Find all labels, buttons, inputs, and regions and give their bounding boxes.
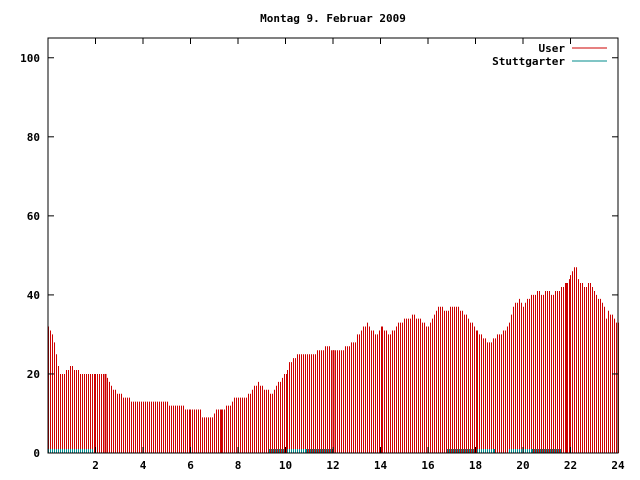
y-tick-label: 80 <box>27 131 40 144</box>
x-tick-label: 18 <box>469 459 482 472</box>
y-tick-label: 40 <box>27 289 40 302</box>
y-tick-label: 100 <box>20 52 40 65</box>
x-tick-label: 2 <box>92 459 99 472</box>
x-tick-label: 12 <box>326 459 339 472</box>
y-tick-label: 0 <box>33 447 40 460</box>
x-tick-label: 8 <box>235 459 242 472</box>
legend-label-stuttgarter: Stuttgarter <box>492 55 565 68</box>
y-tick-label: 20 <box>27 368 40 381</box>
x-tick-label: 10 <box>279 459 292 472</box>
x-tick-label: 14 <box>374 459 388 472</box>
stuttgarter-series <box>48 449 561 453</box>
x-tick-label: 24 <box>611 459 625 472</box>
legend: User Stuttgarter <box>492 42 607 68</box>
chart-title: Montag 9. Februar 2009 <box>260 12 406 25</box>
x-tick-label: 6 <box>187 459 194 472</box>
y-tick-label: 60 <box>27 210 40 223</box>
x-tick-label: 4 <box>140 459 147 472</box>
x-tick-label: 16 <box>421 459 435 472</box>
x-tick-label: 20 <box>516 459 529 472</box>
x-tick-label: 22 <box>564 459 577 472</box>
user-series <box>48 267 619 453</box>
legend-label-user: User <box>539 42 566 55</box>
